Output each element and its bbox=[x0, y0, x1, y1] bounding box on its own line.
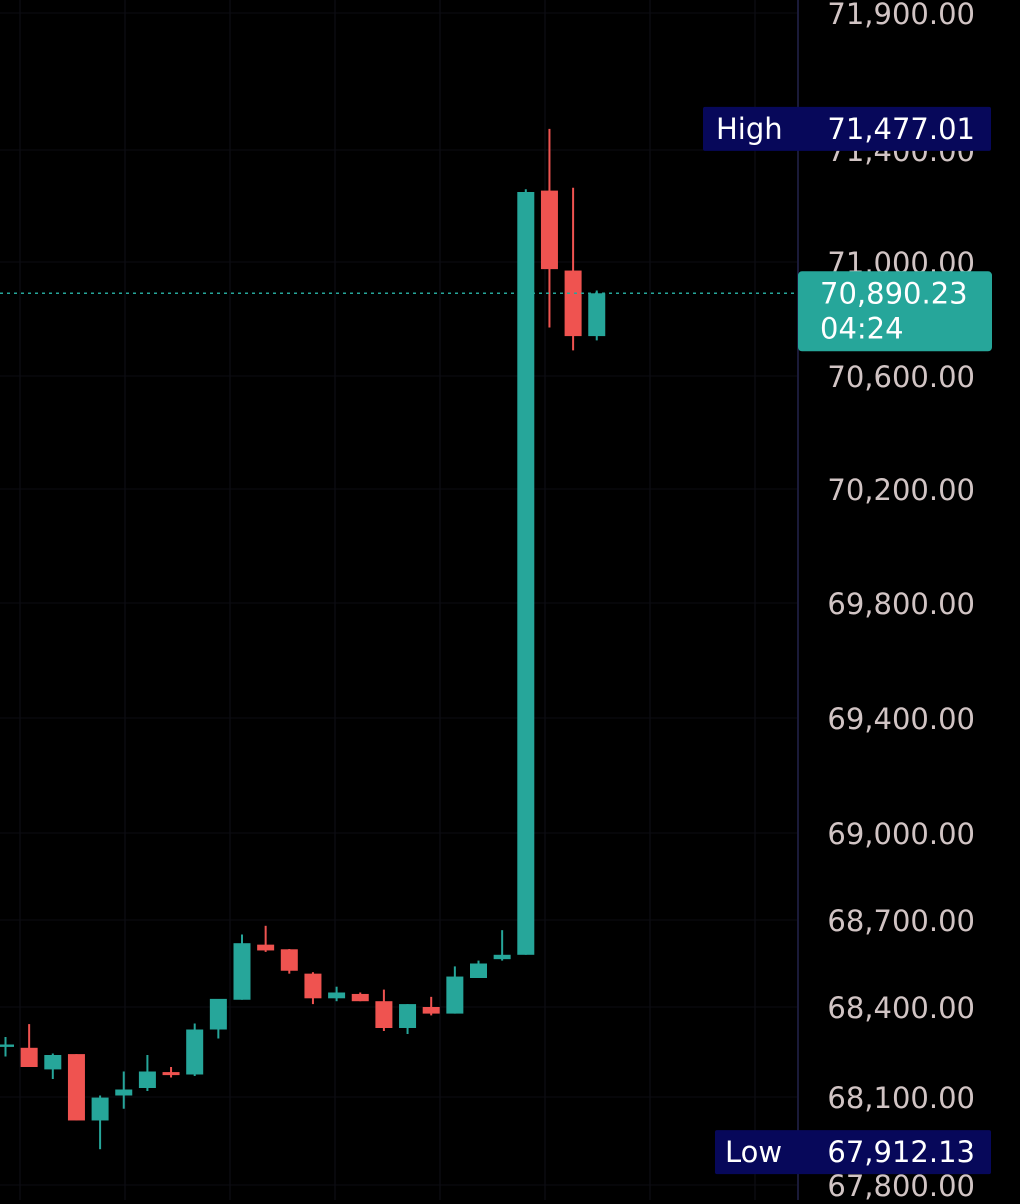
candles bbox=[0, 128, 606, 1150]
candle-body bbox=[540, 190, 558, 270]
candle-body bbox=[44, 1055, 62, 1070]
candle-body bbox=[328, 992, 346, 999]
candle-body bbox=[304, 973, 322, 999]
candle-body bbox=[375, 1001, 393, 1028]
candle-body bbox=[564, 270, 582, 337]
high-badge-bg bbox=[703, 106, 991, 151]
candle-body bbox=[422, 1007, 440, 1014]
candle-body bbox=[517, 192, 535, 955]
y-tick-label: 68,400.00 bbox=[827, 991, 975, 1025]
candle-body bbox=[115, 1089, 133, 1096]
price-axis[interactable]: 71,900.0071,400.0071,000.0070,600.0070,2… bbox=[827, 0, 975, 1203]
low-label: Low bbox=[725, 1135, 782, 1169]
y-tick-label: 69,800.00 bbox=[827, 587, 975, 621]
y-tick-label: 69,000.00 bbox=[827, 817, 975, 851]
candle-body bbox=[91, 1097, 109, 1121]
candle-countdown: 04:24 bbox=[820, 311, 904, 345]
candle-body bbox=[493, 954, 511, 960]
low-badge-bg bbox=[715, 1130, 991, 1175]
candle-body bbox=[138, 1071, 156, 1088]
candle-body bbox=[0, 1044, 14, 1047]
candle-body bbox=[67, 1054, 85, 1121]
candle-body bbox=[446, 976, 464, 1014]
y-tick-label: 71,900.00 bbox=[827, 0, 975, 31]
current-price-badge-bg bbox=[798, 271, 992, 352]
high-label: High bbox=[716, 112, 783, 146]
y-tick-label: 69,400.00 bbox=[827, 702, 975, 736]
high-value: 71,477.01 bbox=[827, 112, 975, 146]
high-badge: High 71,477.01 bbox=[703, 106, 991, 151]
candle-body bbox=[209, 998, 227, 1030]
y-tick-label: 70,200.00 bbox=[827, 473, 975, 507]
candle-body bbox=[280, 949, 298, 971]
candle-body bbox=[233, 943, 251, 1000]
candle-body bbox=[20, 1047, 38, 1067]
current-price-badge: 70,890.23 04:24 bbox=[798, 271, 992, 352]
candle-body bbox=[162, 1072, 180, 1076]
candle-body bbox=[186, 1029, 204, 1075]
grid bbox=[0, 0, 798, 1200]
candle-body bbox=[470, 963, 487, 978]
candle-body bbox=[399, 1004, 417, 1028]
low-value: 67,912.13 bbox=[827, 1135, 975, 1169]
candle-body bbox=[588, 293, 606, 337]
candle-body bbox=[351, 993, 369, 1002]
low-badge: Low 67,912.13 bbox=[715, 1130, 991, 1175]
y-tick-label: 68,100.00 bbox=[827, 1081, 975, 1115]
candle-body bbox=[257, 944, 275, 951]
y-tick-label: 70,600.00 bbox=[827, 360, 975, 394]
current-price-value: 70,890.23 bbox=[820, 276, 968, 310]
y-tick-label: 68,700.00 bbox=[827, 904, 975, 938]
y-tick-label: 67,800.00 bbox=[827, 1169, 975, 1200]
